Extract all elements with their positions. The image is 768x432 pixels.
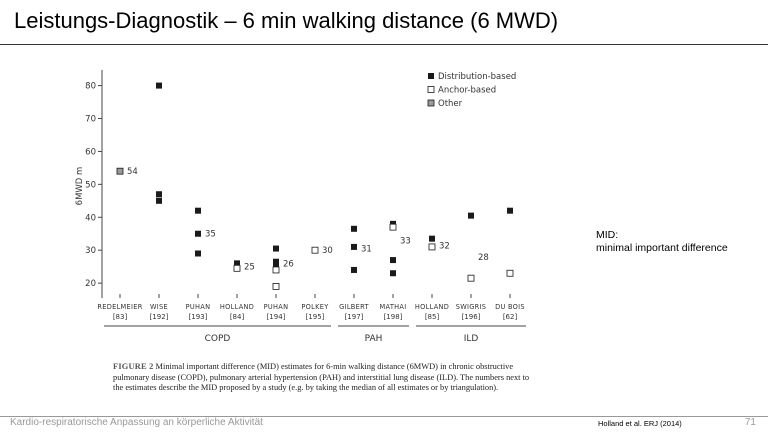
y-tick-label: 20 [85, 279, 96, 289]
data-point-anchor [311, 246, 319, 254]
mid-value-label: 28 [478, 253, 489, 263]
x-tick-label-ref: [194] [267, 313, 286, 321]
data-point-distribution [429, 235, 435, 242]
data-point-distribution [273, 258, 279, 265]
footer-reference: Holland et al. ERJ (2014) [598, 419, 682, 428]
y-tick-label: 50 [85, 180, 96, 190]
figure-caption: FIGURE 2 Minimal important difference (M… [113, 362, 533, 394]
data-point-distribution [273, 245, 279, 252]
x-tick-label-ref: [195] [306, 313, 325, 321]
x-tick-label-ref: [196] [462, 313, 481, 321]
data-point-anchor [272, 283, 280, 290]
mid-scatter-chart: 20 30 40 50 60 70 80 6MWD m 54 REDELMEIER [83] WISE… [70, 62, 540, 360]
x-tick-label-ref: [85] [425, 313, 440, 321]
data-point-distribution [507, 207, 513, 214]
data-point-anchor [389, 223, 397, 231]
data-point-distribution [234, 260, 240, 267]
legend-label: Other [438, 99, 463, 109]
mid-value-label: 26 [283, 259, 294, 269]
data-point-anchor [428, 243, 436, 251]
data-point-distribution [195, 250, 201, 257]
data-point-anchor [467, 274, 475, 282]
data-point-anchor [272, 266, 280, 274]
mid-value-label: 25 [244, 263, 255, 273]
caption-text: Minimal important difference (MID) estim… [113, 362, 530, 393]
footer-course-title: Kardio-respiratorische Anpassung an körp… [10, 417, 263, 428]
data-point-distribution [390, 257, 396, 264]
x-tick-label-ref: [84] [230, 313, 245, 321]
x-tick-label-ref: [193] [189, 313, 208, 321]
data-point-distribution [351, 243, 357, 250]
data-point-distribution [351, 266, 357, 273]
legend-label: Distribution-based [438, 72, 516, 82]
x-tick-label-study: SWIGRIS [456, 303, 487, 311]
legend-swatch-other [427, 99, 435, 107]
mid-value-label: 54 [127, 167, 138, 177]
y-tick-label: 70 [85, 115, 96, 125]
data-point-distribution [351, 225, 357, 232]
x-tick-label-study: DU BOIS [495, 303, 525, 311]
mid-value-label: 32 [439, 241, 450, 251]
mid-value-label: 35 [205, 230, 216, 240]
x-tick-label-study: GILBERT [339, 303, 369, 311]
chart-svg: 20 30 40 50 60 70 80 6MWD m 54 REDELMEIER [83] WISE… [75, 70, 526, 344]
data-point-anchor [233, 264, 241, 272]
y-tick-label: 30 [85, 246, 96, 256]
x-tick-label-study: PUHAN [186, 303, 211, 311]
data-point-distribution [468, 212, 474, 219]
data-point-distribution [390, 270, 396, 277]
y-axis-label: 6MWD m [75, 167, 85, 206]
data-point-distribution [195, 230, 201, 237]
data-point-anchor [506, 269, 514, 277]
mid-value-label: 30 [322, 246, 333, 256]
x-tick-label-ref: [192] [150, 313, 169, 321]
data-point-distribution [156, 82, 162, 89]
x-tick-label-ref: [198] [384, 313, 403, 321]
x-tick-label-ref: [197] [345, 313, 364, 321]
mid-note: MID: minimal important difference [596, 229, 728, 254]
x-tick-label-study: POLKEY [301, 303, 329, 311]
caption-label: FIGURE 2 [113, 362, 154, 371]
x-tick-label-study: WISE [150, 303, 168, 311]
legend-swatch-distribution [428, 73, 434, 79]
page-number: 71 [744, 417, 756, 428]
data-point-distribution [156, 197, 162, 204]
data-point-other [116, 167, 124, 175]
x-tick-label-study: HOLLAND [415, 303, 449, 311]
group-label: COPD [205, 334, 231, 344]
x-tick-label-study: MATHAI [380, 303, 407, 311]
mid-note-term: MID: [596, 229, 619, 241]
legend-swatch-anchor [427, 86, 435, 93]
group-label: ILD [464, 334, 479, 344]
slide-title: Leistungs-Diagnostik – 6 min walking dis… [14, 8, 559, 33]
y-tick-label: 80 [85, 82, 96, 92]
data-point-distribution [156, 191, 162, 198]
x-tick-label-ref: [83] [113, 313, 128, 321]
x-tick-label-study: REDELMEIER [97, 303, 142, 311]
mid-value-label: 31 [361, 245, 372, 255]
footer-divider [0, 416, 768, 417]
title-divider [0, 44, 768, 45]
x-tick-label-ref: [62] [503, 313, 518, 321]
group-label: PAH [365, 334, 383, 344]
x-tick-label-study: PUHAN [264, 303, 289, 311]
data-point-distribution [195, 207, 201, 214]
y-tick-label: 40 [85, 213, 96, 223]
mid-value-label: 33 [400, 236, 411, 246]
mid-note-definition: minimal important difference [596, 241, 728, 254]
y-tick-label: 60 [85, 147, 96, 157]
legend-label: Anchor-based [438, 86, 496, 96]
x-tick-label-study: HOLLAND [220, 303, 254, 311]
